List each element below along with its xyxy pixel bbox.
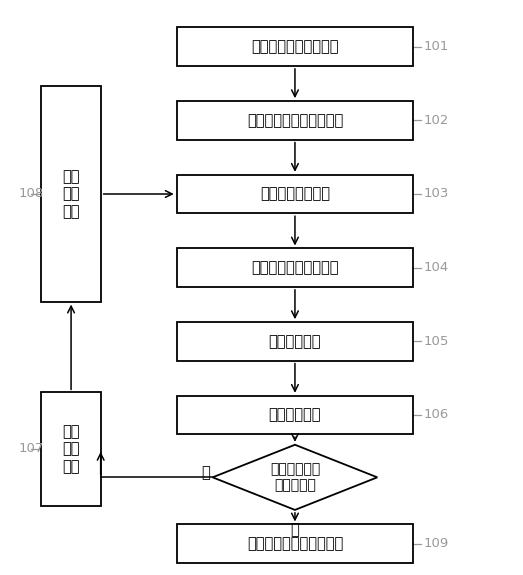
Text: 109: 109	[424, 537, 449, 550]
Text: 调整
震源
位置: 调整 震源 位置	[62, 169, 80, 219]
FancyBboxPatch shape	[41, 86, 100, 302]
Text: 102: 102	[424, 114, 449, 127]
Text: 否: 否	[201, 465, 210, 480]
Text: 微地震数据及信息输入: 微地震数据及信息输入	[251, 39, 339, 54]
FancyBboxPatch shape	[177, 101, 413, 140]
Text: 108: 108	[18, 187, 43, 201]
Text: 是: 是	[291, 522, 299, 538]
Text: 103: 103	[424, 187, 449, 201]
Text: 定义初始速度模型: 定义初始速度模型	[260, 186, 330, 201]
Polygon shape	[213, 444, 377, 510]
FancyBboxPatch shape	[41, 392, 100, 505]
Text: 更新
速度
模型: 更新 速度 模型	[62, 424, 80, 474]
Text: 107: 107	[18, 443, 43, 455]
FancyBboxPatch shape	[177, 322, 413, 361]
Text: 菲涅尔体正演: 菲涅尔体正演	[269, 334, 321, 349]
Text: 101: 101	[424, 40, 449, 53]
Text: 106: 106	[424, 408, 449, 421]
FancyBboxPatch shape	[177, 396, 413, 434]
Text: 输出速度模型及震源位置: 输出速度模型及震源位置	[247, 536, 343, 551]
FancyBboxPatch shape	[177, 28, 413, 66]
Text: 计算走时残差: 计算走时残差	[269, 408, 321, 423]
FancyBboxPatch shape	[177, 248, 413, 287]
Text: 满足条件或超
出迭代次数: 满足条件或超 出迭代次数	[270, 462, 320, 492]
Text: 射线追踪计算传播路径: 射线追踪计算传播路径	[251, 260, 339, 275]
Text: 105: 105	[424, 335, 449, 348]
Text: 初至拾取及初始震源定位: 初至拾取及初始震源定位	[247, 113, 343, 128]
FancyBboxPatch shape	[177, 524, 413, 563]
Text: 104: 104	[424, 261, 449, 274]
FancyBboxPatch shape	[177, 175, 413, 213]
